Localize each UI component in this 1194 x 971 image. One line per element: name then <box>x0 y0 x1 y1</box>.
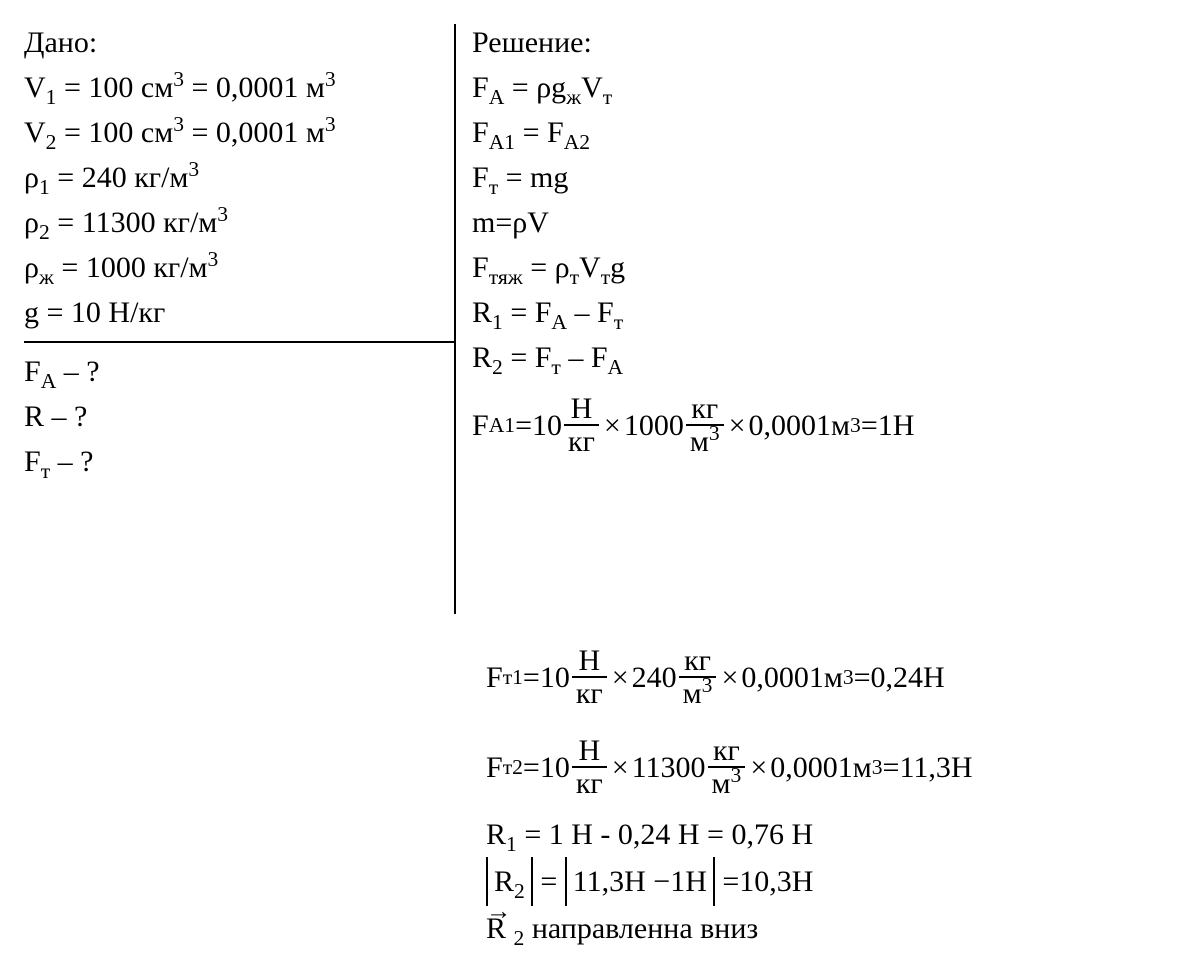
eq-fa: FА = ρgжVт <box>472 65 1170 110</box>
vertical-divider <box>454 24 456 614</box>
calc-r1: R1 = 1 Н - 0,24 Н = 0,76 Н <box>486 812 1170 857</box>
given-v2: V2 = 100 см3 = 0,0001 м3 <box>24 110 454 155</box>
given-column: Дано: V1 = 100 см3 = 0,0001 м3 V2 = 100 … <box>24 20 454 484</box>
eq-fa1-fa2: FА1 = FА2 <box>472 110 1170 155</box>
calc-ft1: Fт1 =10 Нкг ×240 кгм3 ×0,0001м3 =0,24H <box>486 632 1170 722</box>
given-rho2: ρ2 = 11300 кг/м3 <box>24 200 454 245</box>
r2-direction: R 2 направленна вниз <box>486 906 1170 951</box>
given-heading: Дано: <box>24 20 454 65</box>
find-r: R – ? <box>24 394 454 439</box>
given-g: g = 10 Н/кг <box>24 290 454 335</box>
eq-ftyazh: Fтяж = ρтVтg <box>472 245 1170 290</box>
find-ft: Fт – ? <box>24 439 454 484</box>
eq-r1: R1 = FА – Fт <box>472 290 1170 335</box>
solution-column: Решение: FА = ρgжVт FА1 = FА2 Fт = mg m=… <box>472 20 1170 470</box>
eq-ft-mg: Fт = mg <box>472 155 1170 200</box>
calc-block: Fт1 =10 Нкг ×240 кгм3 ×0,0001м3 =0,24H F… <box>24 632 1170 951</box>
eq-r2: R2 = Fт – FА <box>472 335 1170 380</box>
solution-heading: Решение: <box>472 20 1170 65</box>
given-v1: V1 = 100 см3 = 0,0001 м3 <box>24 65 454 110</box>
calc-r2: R2 = 11,3H −1H =10,3H <box>486 857 1170 906</box>
calc-ft2: Fт2 =10 Нкг ×11300 кгм3 ×0,0001м3 =11,3H <box>486 722 1170 812</box>
eq-m-rhov: m=ρV <box>472 200 1170 245</box>
calc-fa1: FА1 =10 Нкг ×1000 кгм3 ×0,0001м3 =1H <box>472 380 1170 470</box>
given-rhozh: ρж = 1000 кг/м3 <box>24 245 454 290</box>
find-fa: FА – ? <box>24 349 454 394</box>
given-rho1: ρ1 = 240 кг/м3 <box>24 155 454 200</box>
